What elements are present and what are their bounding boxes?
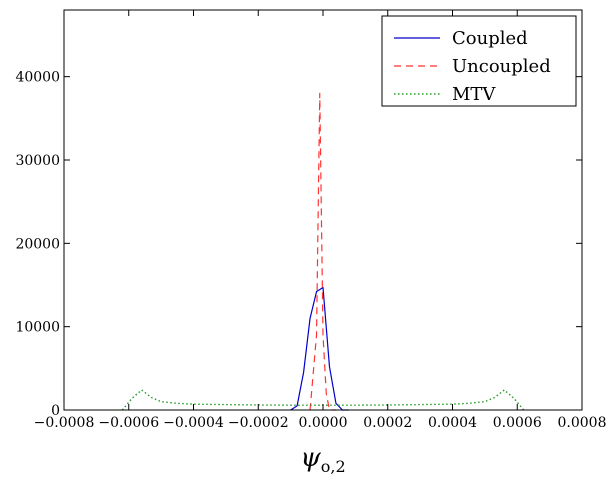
x-tick-label: 0.0002 [363,415,412,431]
y-tick-label: 10000 [15,320,60,336]
legend-label-uncoupled: Uncoupled [452,56,551,77]
x-tick-label: −0.0004 [163,415,224,431]
y-tick-label: 20000 [15,236,60,252]
x-axis-label-symbol: ψ [300,443,321,473]
y-tick-label: 0 [51,403,60,419]
x-tick-label: 0.0006 [493,415,542,431]
legend-box [381,15,577,107]
x-tick-label: 0.0008 [558,415,607,431]
legend-label-coupled: Coupled [452,28,528,49]
x-tick-label: −0.0002 [228,415,289,431]
x-tick-label: −0.0006 [98,415,159,431]
x-axis-label: ψo,2 [300,443,345,476]
legend-label-mtv: MTV [452,84,496,105]
x-tick-label: 0.0000 [299,415,348,431]
y-tick-label: 30000 [15,153,60,169]
series-line-coupled [290,286,349,411]
series-line-uncoupled [309,92,336,411]
x-tick-label: −0.0008 [34,415,95,431]
y-tick-label: 40000 [15,70,60,86]
x-tick-label: 0.0004 [428,415,477,431]
x-axis-label-subscript: o,2 [321,457,346,476]
